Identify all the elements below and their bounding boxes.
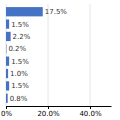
grid-line [48,4,49,106]
bar [6,19,9,28]
grid [6,4,90,106]
tick: 40.0% [79,106,102,118]
axis-line [7,106,112,107]
bar [6,57,9,66]
data-label: 1.5% [11,82,29,90]
tick-mark [6,106,7,109]
data-label: 2.2% [13,33,31,41]
data-labels: 17.5% 1.5% 2.2% 0.2% 1.5% 1.0% 1.5% 0.8% [8,8,67,103]
bars [6,7,43,103]
data-label: 1.0% [10,70,28,78]
x-axis: 0% 20.0% 40.0% [1,106,112,118]
bar [6,81,9,90]
tick-label: 40.0% [79,110,102,118]
tick-mark [48,106,49,109]
tick-label: 20.0% [37,110,60,118]
data-label: 17.5% [45,8,68,16]
bar [6,69,8,78]
bar [6,32,11,41]
tick-mark [90,106,91,109]
grid-line [6,4,7,106]
bar [6,44,7,53]
data-label: 1.5% [11,21,29,29]
tick: 20.0% [37,106,60,118]
plot: 0% 20.0% 40.0% 17.5% 1.5% 2.2% 0.2% 1.5% 1.0% 1.5… [1,4,112,118]
chart: 0% 20.0% 40.0% 17.5% 1.5% 2.2% 0.2% 1.5% 1.0% 1.5… [0,0,120,120]
data-label: 0.8% [10,95,28,103]
data-label: 1.5% [11,58,29,66]
tick-label: 0% [1,110,12,118]
bar [6,94,8,103]
grid-line [90,4,91,106]
bar [6,7,43,16]
data-label: 0.2% [8,45,26,53]
tick: 0% [1,106,12,118]
